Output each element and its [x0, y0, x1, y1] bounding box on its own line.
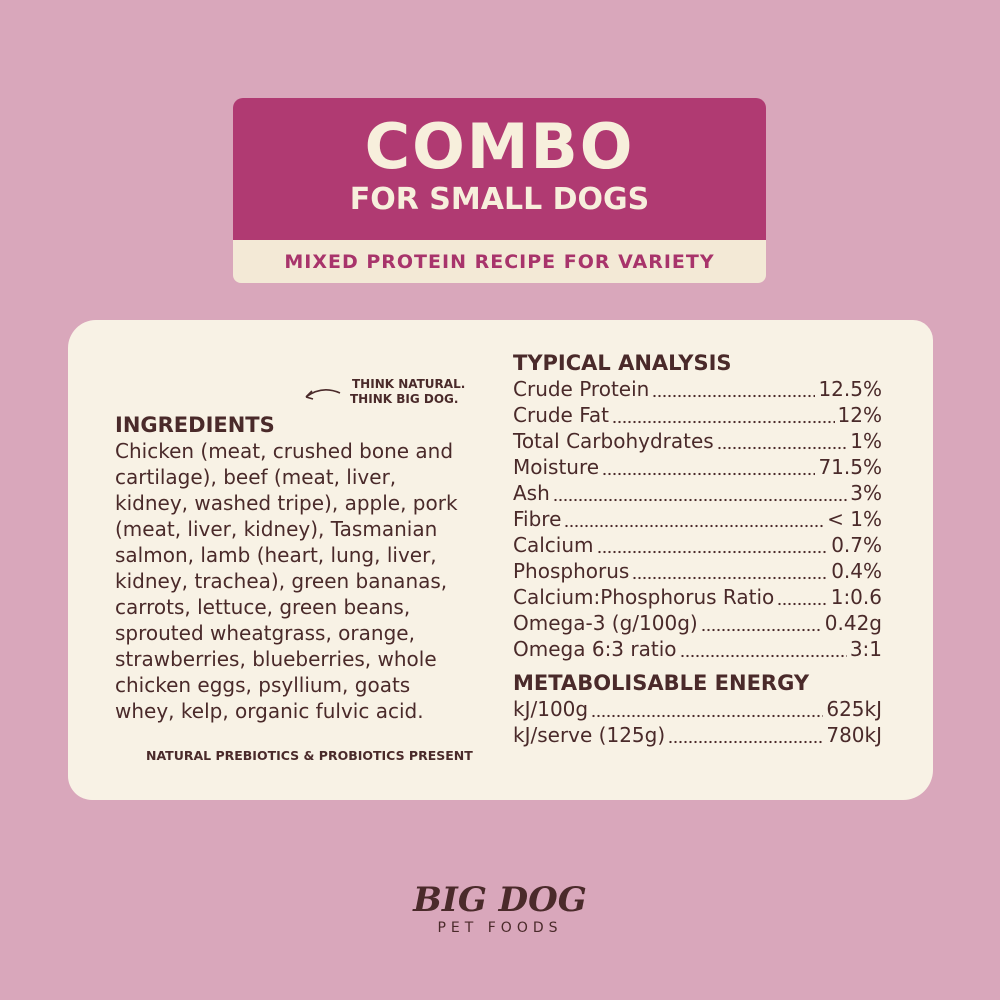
ingredients-line: sprouted wheatgrass, orange, — [115, 621, 415, 645]
row-label: Crude Fat — [513, 403, 609, 427]
analysis-row: kJ/serve (125g) 780kJ — [513, 722, 882, 748]
tagline: THINK NATURAL. THINK BIG DOG. — [350, 377, 466, 407]
dot-leader — [596, 532, 829, 558]
dot-leader — [564, 506, 825, 532]
ingredients-line: kidney, trachea), green bananas, — [115, 569, 448, 593]
analysis-row: Omega 6:3 ratio 3:1 — [513, 636, 882, 662]
row-label: Phosphorus — [513, 559, 630, 583]
row-value: 3% — [850, 481, 882, 505]
dot-leader — [777, 584, 828, 610]
analysis-row: Crude Protein 12.5% — [513, 376, 882, 402]
subtitle: FOR SMALL DOGS — [349, 182, 650, 217]
tagline-line: THINK NATURAL. — [352, 377, 466, 391]
dot-leader — [716, 428, 848, 454]
row-value: 780kJ — [826, 723, 882, 747]
row-value: 12% — [837, 403, 882, 427]
header: COMBO FOR SMALL DOGS — [233, 98, 766, 240]
dot-leader — [700, 610, 822, 636]
analysis-row: Calcium:Phosphorus Ratio 1:0.6 — [513, 584, 882, 610]
analysis-row: Calcium 0.7% — [513, 532, 882, 558]
row-value: 3:1 — [849, 637, 882, 661]
note: NATURAL PREBIOTICS & PROBIOTICS PRESENT — [146, 748, 473, 763]
energy-heading: METABOLISABLE ENERGY — [513, 671, 810, 695]
ingredients-text: Chicken (meat, crushed bone and cartilage… — [115, 438, 505, 724]
ingredients: INGREDIENTS Chicken (meat, crushed bone … — [115, 412, 505, 724]
row-label: Moisture — [513, 455, 600, 479]
analysis-row: Total Carbohydrates 1% — [513, 428, 882, 454]
ingredients-line: cartilage), beef (meat, liver, — [115, 465, 397, 489]
ingredients-line: salmon, lamb (heart, lung, liver, — [115, 543, 437, 567]
row-value: 1:0.6 — [830, 585, 882, 609]
row-value: 0.4% — [831, 559, 882, 583]
dot-leader — [652, 376, 816, 402]
ingredients-line: Chicken (meat, crushed bone and — [115, 439, 454, 463]
row-label: Total Carbohydrates — [513, 429, 714, 453]
row-label: Calcium — [513, 533, 594, 557]
banner: MIXED PROTEIN RECIPE FOR VARIETY — [233, 240, 766, 283]
analysis-rows: Crude Protein 12.5% Crude Fat 12% Total Carb… — [513, 376, 882, 662]
row-label: Omega 6:3 ratio — [513, 637, 677, 661]
row-value: 0.42g — [824, 611, 882, 635]
logo-brand: BIG DOG — [413, 880, 587, 920]
analysis: TYPICAL ANALYSIS Crude Protein 12.5% Crude… — [513, 350, 882, 748]
analysis-row: Fibre < 1% — [513, 506, 882, 532]
analysis-row: Moisture 71.5% — [513, 454, 882, 480]
energy-rows: kJ/100g 625kJ kJ/serve (125g) 780kJ — [513, 696, 882, 748]
logo: BIG DOG PET FOODS — [0, 880, 1000, 936]
row-label: kJ/serve (125g) — [513, 723, 666, 747]
row-value: < 1% — [827, 507, 882, 531]
row-value: 71.5% — [818, 455, 882, 479]
row-value: 12.5% — [818, 377, 882, 401]
analysis-row: kJ/100g 625kJ — [513, 696, 882, 722]
row-value: 1% — [850, 429, 882, 453]
analysis-row: Ash 3% — [513, 480, 882, 506]
ingredients-line: whey, kelp, organic fulvic acid. — [115, 699, 424, 723]
ingredients-line: strawberries, blueberries, whole — [115, 647, 437, 671]
title: COMBO — [364, 110, 635, 183]
dot-leader — [632, 558, 829, 584]
row-value: 0.7% — [831, 533, 882, 557]
analysis-row: Omega-3 (g/100g) 0.42g — [513, 610, 882, 636]
dot-leader — [668, 722, 824, 748]
dot-leader — [612, 402, 835, 428]
row-label: Fibre — [513, 507, 562, 531]
tagline-line: THINK BIG DOG. — [350, 392, 459, 406]
dot-leader — [591, 696, 824, 722]
ingredients-line: chicken eggs, psyllium, goats — [115, 673, 411, 697]
dot-leader — [679, 636, 847, 662]
row-label: Omega-3 (g/100g) — [513, 611, 698, 635]
ingredients-line: (meat, liver, kidney), Tasmanian — [115, 517, 438, 541]
row-label: Crude Protein — [513, 377, 650, 401]
logo-sub: PET FOODS — [437, 920, 563, 936]
arrow-icon — [305, 389, 341, 400]
dot-leader — [602, 454, 816, 480]
analysis-row: Phosphorus 0.4% — [513, 558, 882, 584]
ingredients-line: kidney, washed tripe), apple, pork — [115, 491, 458, 515]
ingredients-heading: INGREDIENTS — [115, 413, 275, 437]
analysis-row: Crude Fat 12% — [513, 402, 882, 428]
row-label: Calcium:Phosphorus Ratio — [513, 585, 775, 609]
analysis-heading: TYPICAL ANALYSIS — [513, 351, 732, 375]
row-value: 625kJ — [826, 697, 882, 721]
ingredients-line: carrots, lettuce, green beans, — [115, 595, 411, 619]
row-label: Ash — [513, 481, 550, 505]
dot-leader — [552, 480, 848, 506]
row-label: kJ/100g — [513, 697, 589, 721]
